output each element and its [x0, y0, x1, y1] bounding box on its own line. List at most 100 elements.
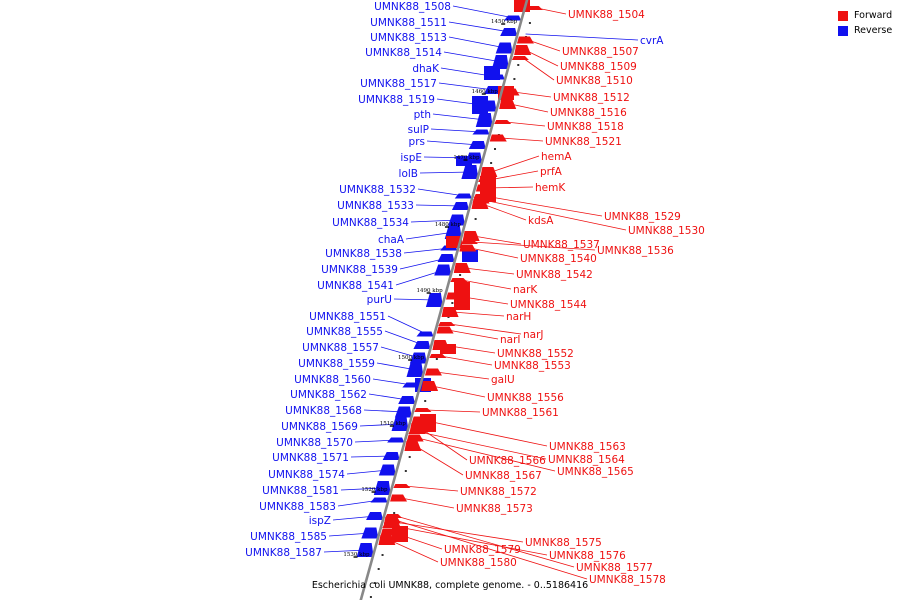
forward-gene-label: UMNK88_1579: [444, 544, 521, 556]
forward-connector: [491, 155, 540, 173]
forward-connector: [447, 329, 499, 340]
forward-connector: [524, 49, 559, 67]
forward-gene: [462, 231, 480, 241]
reverse-connector: [430, 128, 483, 133]
reverse-gene: [475, 113, 493, 127]
tick-label: 1460 kbp: [472, 89, 499, 95]
feature-dot: [408, 456, 411, 458]
tick-label: 1520 kbp: [361, 487, 388, 493]
forward-connector: [393, 525, 548, 556]
feature-dot: [490, 162, 493, 164]
forward-connector: [394, 521, 524, 543]
feature-dot: [513, 78, 516, 80]
legend-reverse-swatch: [838, 25, 848, 36]
reverse-gene: [504, 15, 522, 21]
forward-gene-label: UMNK88_1563: [549, 441, 626, 453]
tick-label: 1480 kbp: [435, 222, 462, 228]
forward-gene-label: UMNK88_1556: [487, 392, 564, 404]
forward-connector: [471, 241, 596, 251]
reverse-gene: [500, 28, 518, 36]
reverse-gene-label: dhaK: [412, 63, 440, 75]
reverse-gene-label: UMNK88_1571: [272, 452, 349, 464]
forward-gene: [453, 263, 471, 273]
forward-connector: [505, 121, 546, 127]
tick-label: 1490 kbp: [417, 288, 444, 294]
forward-gene: [459, 244, 477, 252]
forward-connector: [395, 515, 575, 568]
forward-connector: [394, 519, 588, 580]
forward-gene-label: UMNK88_1512: [553, 92, 630, 104]
forward-connector: [484, 195, 603, 217]
feature-dot: [369, 596, 372, 598]
forward-gene-label: prfA: [540, 166, 563, 178]
reverse-gene: [448, 214, 466, 226]
forward-connector: [415, 445, 464, 476]
feature-dot: [373, 582, 376, 584]
reverse-gene: [484, 66, 500, 80]
reverse-gene-label: UMNK88_1532: [339, 184, 416, 196]
forward-gene: [424, 368, 442, 376]
forward-gene: [393, 484, 411, 488]
forward-gene-label: kdsA: [528, 215, 554, 227]
reverse-gene: [416, 331, 434, 337]
tick-label: 1450 kbp: [491, 19, 518, 25]
forward-gene: [438, 322, 456, 326]
reverse-gene: [472, 129, 490, 135]
forward-connector: [473, 235, 522, 245]
reverse-connector: [419, 171, 472, 174]
reverse-gene-label: UMNK88_1581: [262, 485, 339, 497]
reverse-gene: [462, 250, 478, 262]
forward-gene-label: UMNK88_1572: [460, 486, 537, 498]
forward-connector: [435, 371, 490, 380]
tick-label: 1510 kbp: [380, 421, 407, 427]
legend-reverse: Reverse: [838, 23, 892, 38]
reverse-gene-label: UMNK88_1568: [285, 405, 362, 417]
forward-connector: [483, 199, 627, 231]
feature-dot: [528, 22, 531, 24]
forward-gene: [406, 434, 424, 442]
reverse-connector: [432, 113, 486, 121]
forward-gene-label: UMNK88_1518: [547, 121, 624, 133]
forward-connector: [452, 311, 505, 317]
feature-dot: [404, 470, 407, 472]
forward-connector: [431, 385, 486, 398]
forward-gene-label: UMNK88_1566: [469, 455, 546, 467]
reverse-gene-label: UMNK88_1560: [294, 374, 371, 386]
reverse-connector: [387, 315, 427, 335]
forward-connector: [425, 409, 481, 413]
forward-connector: [417, 437, 556, 472]
reverse-gene-label: UMNK88_1555: [306, 326, 383, 338]
forward-gene: [392, 526, 408, 542]
reverse-gene: [484, 86, 502, 94]
forward-gene: [454, 282, 470, 310]
reverse-gene-label: UMNK88_1587: [245, 547, 322, 559]
forward-gene-label: UMNK88_1552: [497, 348, 574, 360]
forward-gene-label: UMNK88_1521: [545, 136, 622, 148]
reverse-gene-label: UMNK88_1569: [281, 421, 358, 433]
reverse-connector: [443, 51, 502, 63]
forward-connector: [527, 39, 561, 52]
reverse-gene-label: UMNK88_1513: [370, 32, 447, 44]
reverse-gene: [382, 452, 400, 460]
reverse-connector: [452, 5, 515, 19]
reverse-connector: [448, 36, 506, 49]
genome-caption: Escherichia coli UMNK88, complete genome…: [312, 580, 588, 591]
reverse-gene-label: pth: [414, 109, 431, 121]
feature-dot: [474, 218, 477, 220]
reverse-gene-label: UMNK88_1574: [268, 469, 345, 481]
reverse-gene-label: UMNK88_1583: [259, 501, 336, 513]
reverse-gene-label: UMNK88_1519: [358, 94, 435, 106]
forward-connector: [464, 267, 515, 275]
forward-gene: [499, 99, 517, 109]
reverse-gene-label: UMNK88_1508: [374, 1, 451, 13]
forward-gene: [450, 278, 468, 282]
reverse-gene: [366, 512, 384, 520]
reverse-gene-label: UMNK88_1551: [309, 311, 386, 323]
forward-connector: [449, 323, 522, 335]
forward-gene-label: UMNK88_1580: [440, 557, 517, 569]
forward-gene-label: UMNK88_1516: [550, 107, 627, 119]
reverse-gene: [391, 417, 409, 431]
forward-connector: [400, 497, 455, 509]
